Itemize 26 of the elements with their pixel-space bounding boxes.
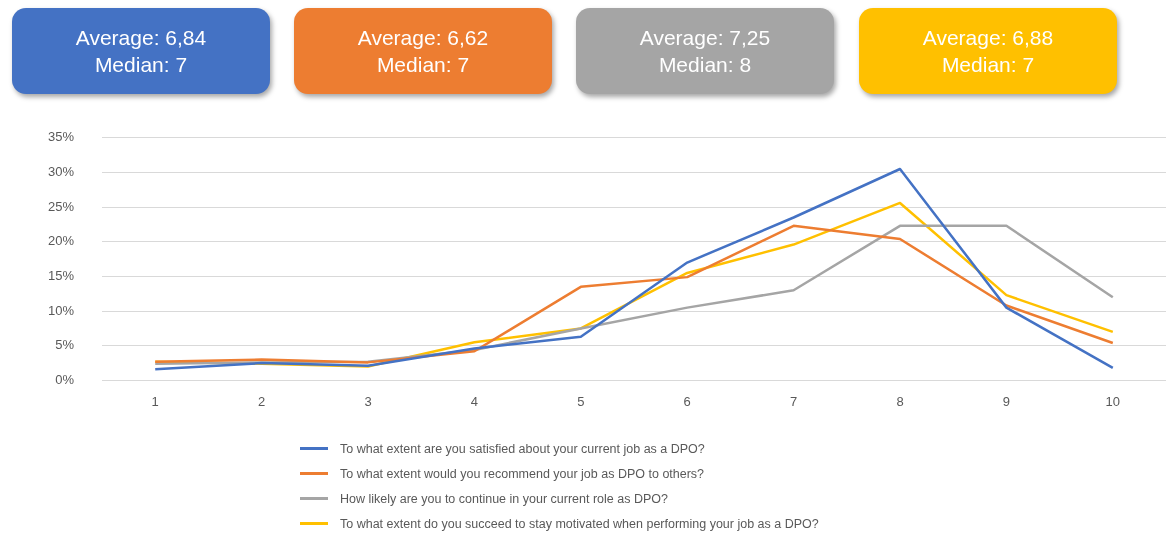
legend-label: To what extent would you recommend your job as DPO to others? xyxy=(340,466,705,481)
x-tick-label: 5 xyxy=(577,393,585,409)
x-tick-label: 9 xyxy=(1002,393,1011,409)
x-tick-label: 7 xyxy=(789,393,798,409)
text: Average: 6,62 Median: 7 xyxy=(357,25,489,78)
y-tick-label: 10% xyxy=(47,302,75,318)
x-tick-label: 10 xyxy=(1105,393,1121,409)
y-tick-label: 0% xyxy=(55,371,75,387)
legend-label: To what extent are you satisfied about your current job as a DPO? xyxy=(340,441,705,456)
x-tick-label: 6 xyxy=(683,393,691,409)
legend-label: How likely are you to continue in your current role as DPO? xyxy=(340,491,668,506)
text: Average: 7,25 Median: 8 xyxy=(639,25,771,78)
legend-label: To what extent do you succeed to stay motivated when performing your job as a DPO? xyxy=(340,516,819,531)
y-tick-label: 35% xyxy=(47,129,75,145)
y-tick-label: 30% xyxy=(47,164,75,180)
y-tick-label: 25% xyxy=(47,198,75,214)
y-tick-label: 5% xyxy=(55,337,75,353)
y-tick-label: 15% xyxy=(47,268,75,284)
text: Average: 6,88 Median: 7 xyxy=(922,25,1054,78)
x-tick-label: 8 xyxy=(896,393,904,409)
x-tick-label: 4 xyxy=(470,393,479,409)
x-tick-label: 1 xyxy=(151,393,159,409)
x-tick-label: 3 xyxy=(364,393,372,409)
text: Average: 6,84 Median: 7 xyxy=(75,25,207,78)
x-tick-label: 2 xyxy=(258,393,266,409)
y-tick-label: 20% xyxy=(47,233,75,249)
